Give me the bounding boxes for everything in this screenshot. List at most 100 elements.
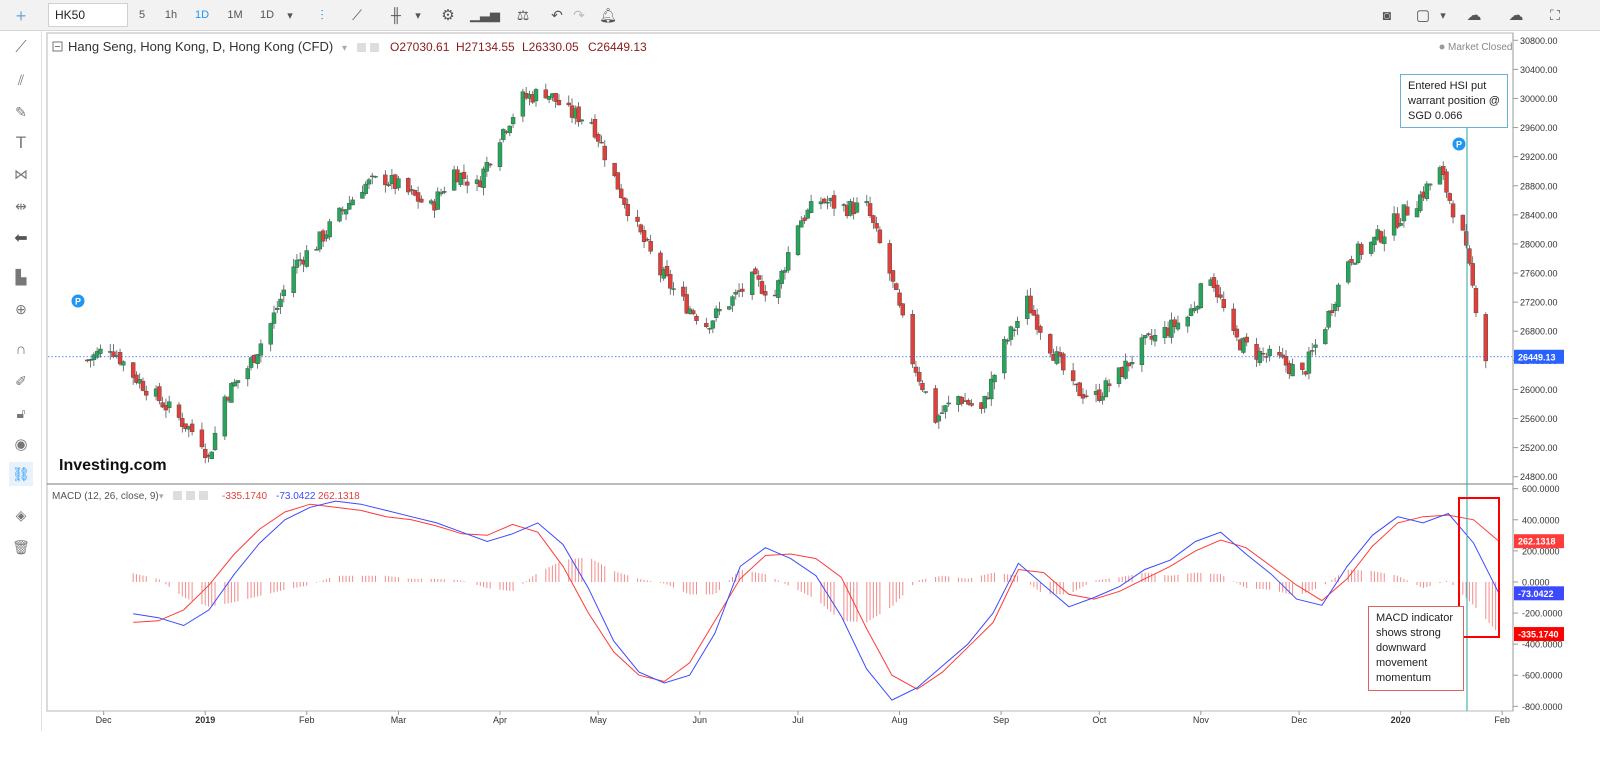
alert-bell-icon[interactable]: 🔔︎ [599, 6, 617, 23]
candle-body [1126, 362, 1132, 367]
price-tick-label: 29200.00 [1520, 152, 1558, 162]
macd-dropdown-icon[interactable]: ▾ [159, 491, 164, 501]
interval-1m[interactable]: 1M [227, 9, 243, 21]
candle-body [576, 106, 581, 123]
macd-visibility-icon[interactable] [186, 491, 195, 500]
interval-1d[interactable]: 1D [259, 9, 275, 21]
candle-body [1326, 310, 1331, 328]
macd-close-icon[interactable] [199, 491, 208, 500]
cloud-download-icon[interactable]: ☁ [1466, 7, 1482, 24]
candle-body [900, 303, 906, 316]
redo-icon[interactable]: ↷ [573, 6, 585, 23]
candle-body [989, 378, 994, 400]
candle-body [1129, 362, 1135, 365]
candle-body [314, 248, 319, 251]
layout-icon[interactable]: ▢ [1415, 7, 1431, 24]
candle-body [1483, 314, 1488, 362]
crosshair-icon[interactable]: + [15, 5, 27, 26]
candle-body [533, 89, 539, 102]
candle-body [1084, 395, 1089, 398]
candle-body [1346, 261, 1351, 283]
candle-body [1077, 382, 1082, 397]
candle-body [556, 100, 562, 106]
interval-1h[interactable]: 1h [164, 9, 178, 21]
camera-icon[interactable]: ◙ [1382, 7, 1392, 23]
series-settings-icon[interactable] [357, 43, 366, 52]
candle-body [271, 312, 277, 324]
lock-icon[interactable]: 🔓︎ [16, 404, 26, 421]
marker-p-entry[interactable] [1452, 137, 1466, 151]
candle-body [1034, 314, 1040, 330]
candle-body [1097, 389, 1102, 401]
macd-tick-label: 400.0000 [1522, 515, 1560, 525]
macd-tick-label: 0.0000 [1522, 577, 1550, 587]
time-tick-label: May [590, 715, 608, 725]
macd-settings-icon[interactable] [173, 491, 182, 500]
symbol-input[interactable]: HK50 [48, 3, 128, 27]
link-icon[interactable]: ⛓ [9, 462, 33, 486]
ohlc-open: O27030.61 [390, 40, 450, 54]
candle-body [1460, 214, 1466, 231]
fib-retracement-icon[interactable]: ⫽ [17, 71, 25, 88]
candle-body [1306, 351, 1312, 374]
indicators-icon[interactable]: ▁▃▅ [470, 7, 500, 22]
candle-body [638, 224, 644, 233]
layout-dropdown-icon[interactable]: ▾ [1440, 9, 1446, 22]
candle-body [1267, 348, 1272, 356]
chart-type-dropdown-icon[interactable]: ▾ [415, 9, 421, 22]
candle-body [1260, 353, 1266, 355]
time-tick-label: Mar [391, 715, 407, 725]
interval-dropdown-icon[interactable]: ▾ [287, 9, 293, 22]
text-tool-icon[interactable]: T [15, 133, 27, 152]
layers-icon[interactable]: ◈ [15, 506, 27, 523]
trash-icon[interactable]: 🗑︎ [12, 538, 30, 555]
macd-signal-value: 262.1318 [318, 491, 360, 502]
interval-1d-active[interactable]: 1D [194, 9, 210, 21]
marker-p-early[interactable] [71, 294, 85, 308]
trend-line-icon[interactable]: ⟋ [15, 39, 27, 56]
candle-body [592, 119, 598, 138]
candle-body [691, 310, 696, 315]
entry-note: Entered HSI put warrant position @ SGD 0… [1400, 74, 1508, 128]
line-chart-icon[interactable]: ⟋ [352, 6, 362, 23]
fullscreen-icon[interactable]: ⛶ [1550, 6, 1560, 23]
candle-body [94, 351, 100, 358]
measure-icon[interactable]: ⇹ [15, 197, 27, 214]
macd-value-label: -73.0422 [1518, 589, 1554, 599]
candle-body [409, 189, 414, 191]
time-tick-label: Feb [299, 715, 315, 725]
pattern-icon[interactable]: ⋈ [14, 165, 28, 182]
back-arrow-icon[interactable]: ⬅ [14, 230, 28, 247]
stay-in-drawing-icon[interactable]: ✐ [15, 372, 27, 389]
magnet-icon[interactable]: ∩ [15, 340, 27, 358]
cloud-upload-icon[interactable]: ☁ [1508, 7, 1524, 24]
compare-scale-icon[interactable]: ⚖ [516, 6, 530, 23]
ruler-icon[interactable]: ▙ [15, 268, 27, 285]
candle-body [599, 141, 604, 144]
candle-body [222, 396, 228, 437]
interval-5[interactable]: 5 [138, 9, 146, 21]
candle-body [1349, 259, 1354, 263]
candle-body [1283, 356, 1289, 366]
candle-body [1323, 329, 1328, 345]
candle-body [920, 382, 925, 391]
series-close-icon[interactable] [370, 43, 379, 52]
candle-body [199, 429, 205, 448]
candle-body [982, 395, 987, 409]
candle-body [553, 92, 558, 102]
candle-body [923, 391, 928, 393]
undo-icon[interactable]: ↶ [551, 6, 563, 23]
title-dropdown-icon[interactable]: ▾ [342, 43, 347, 54]
brush-icon[interactable]: ✎ [15, 103, 27, 120]
zoom-in-icon[interactable]: ⊕ [15, 300, 27, 317]
candle-body [278, 298, 283, 307]
bars-icon[interactable]: ╫ [391, 7, 401, 23]
collapse-icon[interactable] [52, 41, 63, 52]
eye-icon[interactable]: ◉ [14, 436, 28, 453]
candle-body [658, 252, 663, 276]
candle-body [343, 209, 349, 215]
macd-highlight-box [1458, 497, 1500, 638]
settings-gear-icon[interactable]: ⚙ [441, 7, 455, 24]
candles-icon[interactable]: ⫶ [320, 6, 324, 23]
